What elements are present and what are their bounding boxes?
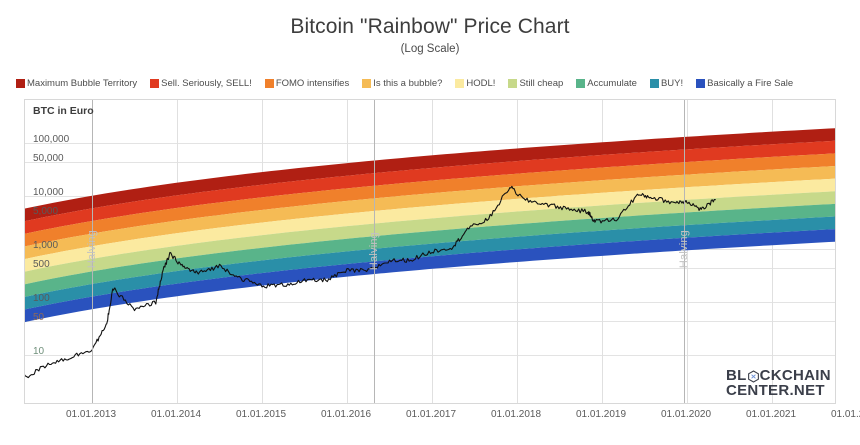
page-title: Bitcoin "Rainbow" Price Chart: [290, 15, 570, 38]
legend-item[interactable]: Is this a bubble?: [362, 78, 442, 89]
rainbow-band: [25, 128, 835, 222]
legend-label: Maximum Bubble Territory: [27, 77, 138, 89]
x-axis-tick: 01.01.2021: [745, 409, 797, 420]
ytick-1000: 1,000: [33, 240, 59, 251]
x-axis: 01.01.2013 01.01.2014 01.01.2015 01.01.2016…: [24, 408, 860, 424]
halving-label-3: Halving: [678, 230, 690, 269]
legend-swatch: [16, 78, 25, 88]
rainbow-band: [25, 140, 835, 234]
x-axis-tick: 01.01.2020: [660, 409, 712, 420]
ytick-100: 100: [33, 293, 50, 304]
legend-label: BUY!: [660, 77, 684, 89]
rainbow-band: [25, 203, 835, 297]
ytick-10000: 10,000: [33, 187, 64, 198]
legend-item[interactable]: HODL!: [455, 78, 495, 89]
ytick-5000: 5,000: [33, 206, 59, 217]
legend-swatch: [264, 78, 274, 88]
legend-item[interactable]: FOMO intensifies: [264, 77, 350, 89]
x-axis-tick: 01.01.2019: [575, 409, 627, 420]
ytick-100000: 100,000: [33, 134, 70, 145]
chart-legend: Maximum Bubble Territory Sell. Seriously,…: [16, 76, 844, 90]
btc-price-line: [25, 100, 835, 403]
legend-item[interactable]: Sell. Seriously, SELL!: [150, 78, 252, 89]
watermark-text-a: BL: [726, 367, 747, 384]
legend-swatch: [362, 78, 372, 88]
hexagon-chain-icon: [747, 370, 760, 383]
legend-item[interactable]: BUY!: [649, 77, 684, 89]
title-block: Bitcoin "Rainbow" Price Chart (Log Scale…: [0, 14, 860, 57]
plot-area: Halving Halving Halving BTC in Euro 100,…: [24, 99, 836, 404]
legend-label: Accumulate: [587, 77, 637, 89]
x-axis-tick: 01.01.2018: [490, 409, 542, 420]
x-axis-tick: 01.01.2013: [65, 409, 117, 420]
x-axis-tick: 01.01.2016: [320, 409, 372, 420]
gridline-10: [25, 355, 835, 356]
gridline-100000: [25, 143, 835, 144]
x-axis-tick: 01.01.2022: [830, 409, 860, 420]
watermark-text-c: CENTER.NET: [726, 382, 825, 399]
rainbow-band: [25, 166, 835, 259]
rainbow-band: [25, 229, 835, 323]
legend-swatch: [649, 78, 659, 88]
halving-label-2: Halving: [368, 232, 380, 271]
rainbow-band: [25, 153, 835, 247]
watermark-line-2: CENTER.NET: [726, 383, 831, 398]
gridline-100: [25, 302, 835, 303]
legend-label: Is this a bubble?: [373, 77, 443, 89]
legend-item[interactable]: Accumulate: [576, 78, 637, 89]
legend-label: HODL!: [466, 77, 496, 89]
page-subtitle: (Log Scale): [400, 43, 460, 55]
ytick-10: 10: [33, 346, 45, 357]
legend-swatch: [696, 78, 706, 88]
rainbow-band: [25, 191, 835, 285]
legend-swatch: [455, 78, 465, 88]
gridline-50: [25, 321, 835, 322]
legend-label: Still cheap: [519, 77, 564, 89]
ytick-500: 500: [33, 259, 50, 270]
ytick-50000: 50,000: [33, 153, 64, 164]
legend-label: FOMO intensifies: [275, 77, 350, 89]
blockchaincenter-watermark: BL CKCHAIN CENTER.NET: [726, 368, 831, 398]
y-axis-title: BTC in Euro: [33, 105, 94, 117]
gridline-2021: [772, 100, 773, 403]
gridline-2020: [687, 100, 688, 403]
x-axis-tick: 01.01.2017: [405, 409, 457, 420]
ytick-50: 50: [33, 312, 45, 323]
rainbow-band: [25, 216, 835, 310]
legend-item[interactable]: Still cheap: [508, 78, 563, 89]
halving-line-1: [92, 100, 93, 403]
x-axis-tick: 01.01.2014: [150, 409, 202, 420]
legend-item[interactable]: Basically a Fire Sale: [696, 78, 793, 89]
legend-swatch: [576, 78, 586, 88]
watermark-text-b: CKCHAIN: [759, 367, 831, 384]
x-axis-tick: 01.01.2015: [235, 409, 287, 420]
halving-line-3: [684, 100, 685, 403]
legend-label: Basically a Fire Sale: [707, 77, 794, 89]
legend-item[interactable]: Maximum Bubble Territory: [16, 78, 137, 89]
halving-label-1: Halving: [86, 230, 98, 269]
plot-inner: Halving Halving Halving BTC in Euro 100,…: [25, 100, 835, 403]
legend-label: Sell. Seriously, SELL!: [161, 77, 252, 89]
watermark-line-1: BL CKCHAIN: [726, 368, 831, 383]
legend-swatch: [508, 78, 518, 88]
legend-swatch: [150, 78, 160, 88]
halving-line-2: [374, 100, 375, 403]
